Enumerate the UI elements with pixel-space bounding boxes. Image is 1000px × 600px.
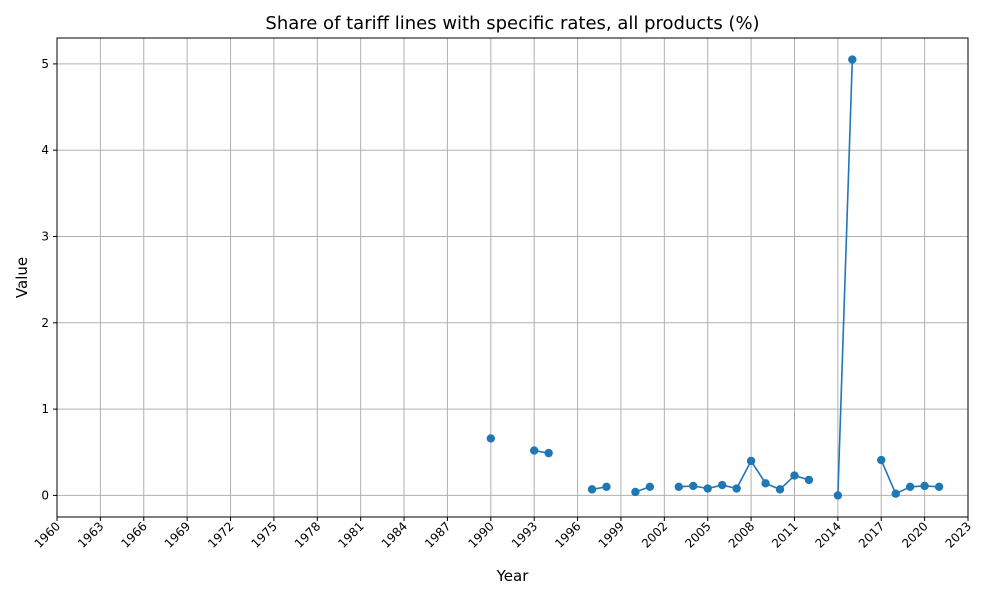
x-tick-label: 1999 bbox=[596, 519, 627, 550]
x-tick-label: 2014 bbox=[812, 519, 843, 550]
data-point bbox=[833, 491, 843, 500]
data-point bbox=[631, 487, 640, 497]
x-tick-label: 2017 bbox=[856, 519, 887, 550]
data-point bbox=[804, 475, 814, 485]
x-tick-label: 2020 bbox=[899, 519, 930, 550]
x-tick-label: 2023 bbox=[943, 519, 974, 550]
data-point bbox=[529, 446, 539, 455]
data-point bbox=[761, 479, 770, 488]
x-tick-label: 2002 bbox=[639, 519, 670, 550]
data-point bbox=[703, 484, 712, 493]
x-tick-label: 1969 bbox=[162, 519, 193, 550]
x-tick-label: 1990 bbox=[465, 519, 496, 550]
x-tick-label: 1972 bbox=[205, 519, 236, 550]
x-tick-label: 1987 bbox=[422, 519, 453, 550]
chart-title: Share of tariff lines with specific rate… bbox=[265, 13, 759, 34]
y-axis-title: Value bbox=[13, 257, 31, 298]
series-layer bbox=[486, 55, 944, 500]
x-tick-label: 1996 bbox=[552, 519, 583, 550]
data-point bbox=[934, 482, 944, 491]
data-point bbox=[717, 480, 727, 490]
x-tick-label: 1963 bbox=[75, 519, 106, 550]
data-point bbox=[848, 55, 857, 64]
x-tick-label: 1984 bbox=[379, 519, 410, 550]
y-tick-label: 2 bbox=[41, 316, 49, 330]
x-tick-label: 1978 bbox=[292, 519, 323, 550]
data-point bbox=[544, 448, 553, 458]
x-axis: 1960 1963 1966 1969 1972 1975 1978 1981 1984 1987… bbox=[32, 517, 974, 551]
series-segment bbox=[735, 460, 752, 489]
x-tick-label: 1993 bbox=[509, 519, 540, 550]
plot-frame bbox=[56, 37, 969, 518]
x-tick-label: 2008 bbox=[726, 519, 757, 550]
y-tick-label: 5 bbox=[41, 57, 49, 71]
x-axis-title: Year bbox=[496, 567, 530, 585]
data-point bbox=[486, 434, 496, 443]
data-point bbox=[732, 484, 741, 493]
x-tick-label: 1975 bbox=[249, 519, 280, 550]
data-point bbox=[920, 481, 929, 491]
data-point bbox=[645, 482, 655, 491]
data-point bbox=[746, 456, 756, 466]
data-point bbox=[689, 481, 698, 491]
y-tick-label: 3 bbox=[41, 230, 49, 244]
grid bbox=[56, 38, 969, 517]
y-axis: 0 1 2 3 4 5 bbox=[41, 57, 57, 502]
x-tick-label: 2005 bbox=[682, 519, 713, 550]
data-point bbox=[905, 482, 915, 491]
y-tick-label: 0 bbox=[41, 488, 49, 502]
data-point bbox=[775, 485, 785, 494]
x-tick-label: 1960 bbox=[32, 519, 63, 550]
data-point bbox=[891, 489, 900, 498]
x-tick-label: 2011 bbox=[769, 519, 800, 550]
data-point bbox=[877, 455, 886, 465]
data-point bbox=[587, 485, 597, 494]
series-segment bbox=[750, 460, 767, 484]
x-tick-label: 1981 bbox=[335, 519, 366, 550]
data-point bbox=[674, 482, 683, 491]
series-segment bbox=[837, 59, 854, 496]
data-point bbox=[790, 471, 799, 480]
x-tick-label: 1966 bbox=[118, 519, 149, 550]
y-tick-label: 4 bbox=[41, 143, 49, 157]
y-tick-label: 1 bbox=[41, 402, 49, 416]
data-point bbox=[602, 482, 611, 491]
series-segment bbox=[880, 459, 897, 495]
